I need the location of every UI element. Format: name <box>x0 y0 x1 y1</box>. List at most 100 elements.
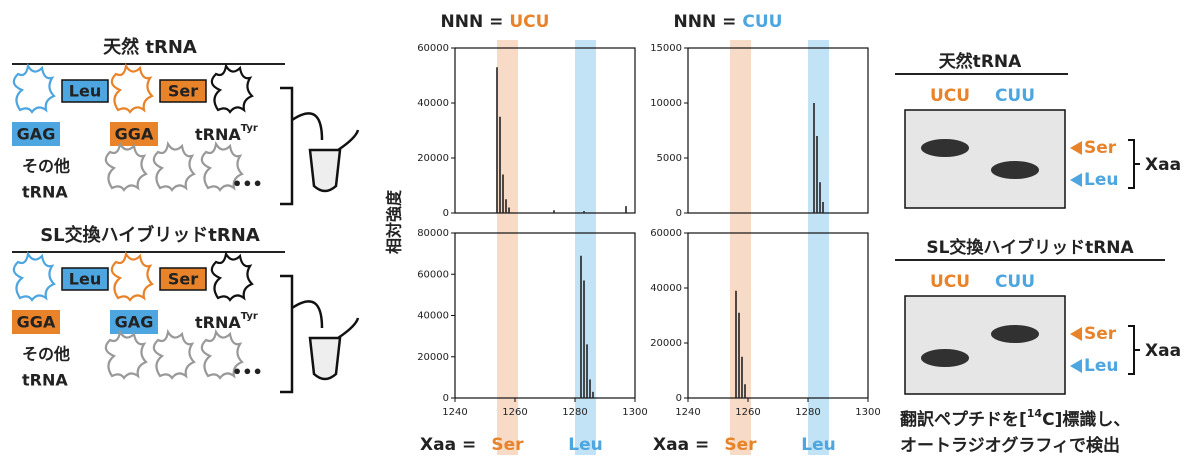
bracket <box>280 86 294 206</box>
tag-label: Ser <box>168 270 198 289</box>
y-tick-label: 0 <box>676 393 682 404</box>
marker-arrow <box>1070 359 1082 373</box>
tube <box>308 317 360 381</box>
highlight-band <box>730 40 751 455</box>
highlight-band <box>808 40 829 455</box>
lane-label: UCU <box>930 86 970 106</box>
dots: ••• <box>232 363 263 382</box>
caption-sup: 14 <box>1027 407 1043 420</box>
x-label-prefix: Xaa = <box>653 435 709 455</box>
trna-icon <box>210 62 254 114</box>
marker-arrow <box>1070 327 1082 341</box>
trna-tyr-base: tRNA <box>195 125 241 144</box>
y-tick-label: 0 <box>676 208 682 219</box>
x-tick-label: 1260 <box>735 407 760 418</box>
title-highlight: CUU <box>742 12 782 32</box>
arrow <box>291 300 324 329</box>
anticodon-label: GAG <box>17 125 56 144</box>
trna-icon <box>110 62 154 114</box>
caption-line: オートラジオグラフィで検出 <box>900 435 1120 456</box>
trna-tyr: tRNATyr <box>195 123 258 144</box>
trna-icon <box>200 140 244 192</box>
x-tick-label: 1300 <box>622 407 647 418</box>
x-label-ser: Ser <box>491 435 524 455</box>
trna-icon <box>210 250 254 302</box>
anticodon-bg <box>12 122 60 146</box>
y-tick-label: 60000 <box>417 269 449 280</box>
caption-part: 翻訳ペプチドを[ <box>900 409 1027 430</box>
plot-frame <box>687 47 869 214</box>
tag-box <box>159 79 207 103</box>
tag-label: Leu <box>69 82 101 101</box>
caption-part: C]標識し、 <box>1042 409 1130 430</box>
y-tick-label: 80000 <box>417 228 449 239</box>
marker-label: Leu <box>1084 170 1118 190</box>
title-prefix: NNN = <box>674 12 737 32</box>
chart-title: NNN = UCU <box>441 12 550 32</box>
arrow <box>291 112 324 141</box>
gel <box>904 109 1066 209</box>
tag-box <box>61 79 109 103</box>
tube <box>308 129 360 193</box>
trna-icon <box>12 62 56 114</box>
others-label: tRNA <box>22 183 68 202</box>
marker-arrow <box>1070 141 1082 155</box>
tag-box <box>61 267 109 291</box>
x-tick-label: 1300 <box>855 407 880 418</box>
anticodon-label: GGA <box>17 313 56 332</box>
others-label: tRNA <box>22 371 68 390</box>
bracket <box>280 274 294 394</box>
gel-spot <box>921 139 969 157</box>
x-label-prefix: Xaa = <box>420 435 476 455</box>
dots: ••• <box>232 175 263 194</box>
trna-icon <box>152 140 196 192</box>
y-tick-label: 15000 <box>650 43 682 54</box>
gel-title: 天然tRNA <box>939 51 1022 72</box>
title-prefix: NNN = <box>441 12 504 32</box>
trna-tyr-sup: Tyr <box>241 311 258 322</box>
marker-arrow <box>1070 173 1082 187</box>
y-tick-label: 60000 <box>650 228 682 239</box>
gel <box>904 295 1066 395</box>
x-label-leu: Leu <box>568 435 602 455</box>
y-axis-label: 相対強度 <box>385 189 404 254</box>
marker-label: Ser <box>1084 138 1117 158</box>
anticodon-bg <box>110 310 158 334</box>
gel-spot <box>921 349 969 367</box>
x-tick-label: 1280 <box>795 407 820 418</box>
tag-label: Ser <box>168 82 198 101</box>
trna-icon <box>110 250 154 302</box>
gel-title: SL交換ハイブリッドtRNA <box>926 237 1134 258</box>
marker-label: Ser <box>1084 324 1117 344</box>
lane-label: CUU <box>995 272 1035 292</box>
title-highlight: UCU <box>509 12 549 32</box>
y-tick-label: 5000 <box>657 153 682 164</box>
gel-spot <box>991 161 1039 179</box>
anticodon-label: GGA <box>115 125 154 144</box>
marker-label: Leu <box>1084 356 1118 376</box>
trna-icon <box>12 250 56 302</box>
y-tick-label: 0 <box>443 208 449 219</box>
y-tick-label: 0 <box>443 393 449 404</box>
caption-line: 翻訳ペプチドを[14C]標識し、 <box>900 407 1130 430</box>
section-title: 天然 tRNA <box>103 36 197 58</box>
tag-label: Leu <box>69 270 101 289</box>
anticodon-bg <box>12 310 60 334</box>
x-tick-label: 1240 <box>675 407 700 418</box>
y-tick-label: 20000 <box>417 153 449 164</box>
plot-frame <box>454 232 636 399</box>
x-label-leu: Leu <box>801 435 835 455</box>
highlight-band <box>497 40 518 455</box>
x-tick-label: 1240 <box>442 407 467 418</box>
chart-title: NNN = CUU <box>674 12 783 32</box>
trna-tyr: tRNATyr <box>195 311 258 332</box>
plot-frame <box>687 232 869 399</box>
trna-icon <box>200 328 244 380</box>
tag-box <box>159 267 207 291</box>
x-tick-label: 1260 <box>502 407 527 418</box>
y-tick-label: 20000 <box>650 338 682 349</box>
lane-label: CUU <box>995 86 1035 106</box>
trna-tyr-base: tRNA <box>195 313 241 332</box>
